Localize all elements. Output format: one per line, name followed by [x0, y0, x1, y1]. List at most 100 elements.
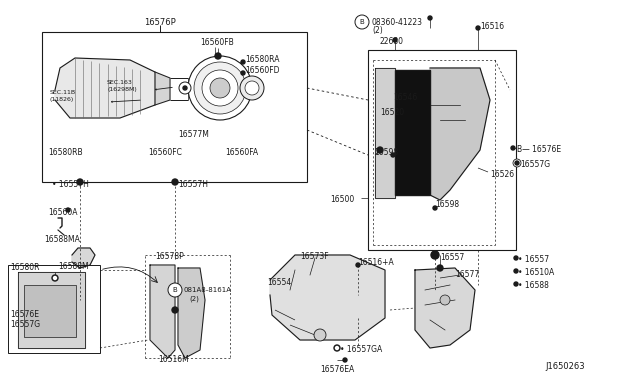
Circle shape [437, 265, 443, 271]
Text: • 16588: • 16588 [518, 281, 549, 290]
Circle shape [172, 179, 178, 185]
Text: • 16557: • 16557 [518, 255, 549, 264]
Circle shape [514, 282, 518, 286]
Text: (11826): (11826) [50, 97, 74, 102]
Text: 16580RB: 16580RB [48, 148, 83, 157]
Circle shape [188, 56, 252, 120]
Circle shape [428, 16, 432, 20]
Circle shape [215, 53, 221, 59]
Text: 16560FB: 16560FB [200, 38, 234, 47]
Text: 16516: 16516 [480, 22, 504, 31]
Circle shape [168, 283, 182, 297]
Circle shape [514, 256, 518, 260]
Text: B— 16576E: B— 16576E [517, 145, 561, 154]
Bar [368, 50, 516, 250]
Text: 16520: 16520 [380, 108, 404, 117]
Polygon shape [395, 70, 430, 195]
Text: 16560A: 16560A [48, 208, 77, 217]
Circle shape [245, 81, 259, 95]
Polygon shape [375, 68, 395, 198]
Circle shape [179, 82, 191, 94]
Polygon shape [270, 255, 385, 340]
Text: • 16557H: • 16557H [52, 180, 89, 189]
Circle shape [393, 38, 397, 42]
Text: 16588MA: 16588MA [44, 235, 80, 244]
Text: B: B [360, 19, 364, 25]
Text: 16577M: 16577M [178, 130, 209, 139]
Text: (2): (2) [372, 26, 383, 35]
Circle shape [52, 275, 58, 281]
Text: 16554: 16554 [267, 278, 291, 287]
Text: 16500: 16500 [330, 195, 355, 204]
Text: 16580RA: 16580RA [245, 55, 280, 64]
Text: 081A8-8161A: 081A8-8161A [184, 287, 232, 293]
Text: 16576E: 16576E [10, 310, 39, 319]
Circle shape [202, 70, 238, 106]
Polygon shape [155, 72, 170, 105]
Circle shape [377, 147, 383, 153]
Circle shape [356, 263, 360, 267]
Text: 16577: 16577 [455, 270, 479, 279]
Bar [8, 265, 100, 353]
Text: 16588M: 16588M [58, 262, 88, 271]
Text: 08360-41223: 08360-41223 [372, 18, 423, 27]
Text: • 16510A: • 16510A [518, 268, 554, 277]
Polygon shape [178, 268, 205, 358]
Text: SEC.163: SEC.163 [107, 80, 133, 85]
Circle shape [334, 345, 340, 351]
Circle shape [515, 161, 519, 165]
Circle shape [54, 276, 56, 279]
Text: 16578P: 16578P [155, 252, 184, 261]
Circle shape [343, 358, 347, 362]
Text: 16573F: 16573F [300, 252, 328, 261]
Circle shape [172, 307, 178, 313]
Circle shape [183, 86, 187, 90]
Circle shape [240, 76, 264, 100]
Circle shape [335, 346, 339, 350]
Polygon shape [72, 248, 95, 268]
Text: 16560FA: 16560FA [225, 148, 258, 157]
Circle shape [511, 146, 515, 150]
Circle shape [210, 78, 230, 98]
Circle shape [440, 295, 450, 305]
Bar [24, 285, 76, 337]
Text: 16557G: 16557G [520, 160, 550, 169]
Text: • 16557GA: • 16557GA [340, 345, 382, 354]
Text: 16516+A: 16516+A [358, 258, 394, 267]
Text: 16560FD: 16560FD [245, 66, 280, 75]
Text: 16576EA: 16576EA [320, 365, 355, 372]
Circle shape [433, 206, 437, 210]
Circle shape [476, 26, 480, 30]
Text: (2): (2) [189, 296, 199, 302]
Circle shape [194, 62, 246, 114]
Text: SEC.11B: SEC.11B [50, 90, 76, 95]
Circle shape [77, 179, 83, 185]
Text: 22680: 22680 [380, 37, 404, 46]
Circle shape [391, 153, 395, 157]
Circle shape [431, 251, 439, 259]
Polygon shape [55, 58, 155, 118]
Text: 16598: 16598 [374, 148, 398, 157]
Text: 16526: 16526 [490, 170, 514, 179]
Text: 16516M: 16516M [158, 355, 189, 364]
Text: 16557G: 16557G [10, 320, 40, 329]
Text: 16576P: 16576P [144, 18, 176, 27]
Text: 16557: 16557 [440, 253, 464, 262]
Text: J1650263: J1650263 [545, 362, 584, 371]
Text: B: B [173, 287, 177, 293]
Text: 16580R: 16580R [10, 263, 40, 272]
Polygon shape [415, 268, 475, 348]
Circle shape [513, 159, 521, 167]
Bar [42, 32, 307, 182]
Text: 16560FC: 16560FC [148, 148, 182, 157]
Circle shape [314, 329, 326, 341]
Circle shape [355, 15, 369, 29]
Circle shape [514, 269, 518, 273]
Text: 16557H: 16557H [178, 180, 208, 189]
Circle shape [66, 208, 70, 212]
Polygon shape [18, 272, 85, 348]
Text: 16546: 16546 [393, 93, 417, 102]
Text: 16598: 16598 [435, 200, 459, 209]
Text: (16298M): (16298M) [107, 87, 137, 92]
Polygon shape [150, 265, 175, 358]
